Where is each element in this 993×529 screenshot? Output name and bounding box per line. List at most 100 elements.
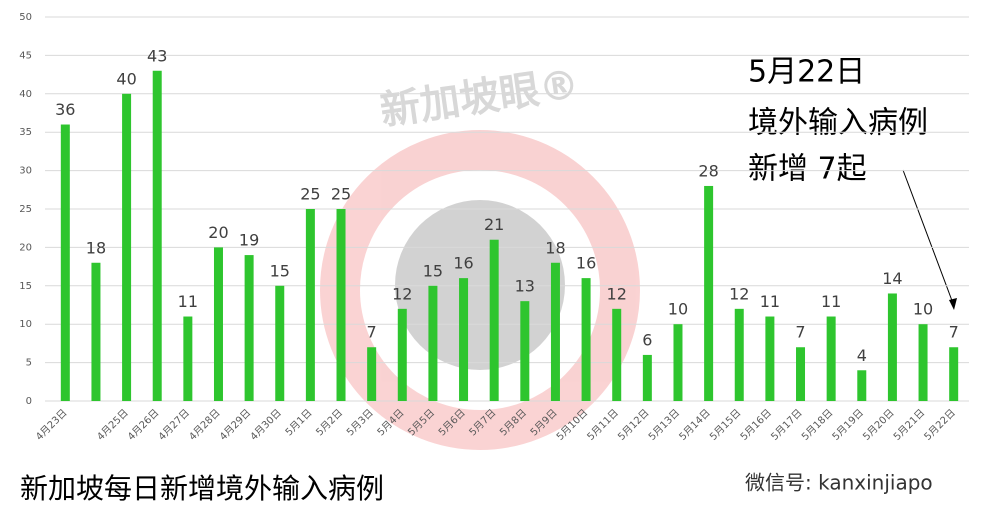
y-tick-label: 40	[19, 89, 32, 100]
value-label: 36	[55, 100, 75, 119]
bar	[459, 278, 469, 401]
watermark-logo	[320, 130, 640, 450]
value-label: 11	[760, 292, 780, 311]
value-label: 10	[913, 300, 933, 319]
value-label: 11	[178, 292, 198, 311]
y-tick-label: 30	[19, 166, 32, 177]
value-label: 16	[453, 254, 473, 273]
value-label: 12	[607, 284, 627, 303]
value-label: 19	[239, 231, 259, 250]
y-tick-label: 5	[26, 358, 32, 369]
y-tick-label: 25	[19, 204, 32, 215]
x-tick-label: 4月30日	[248, 407, 284, 443]
bar	[765, 316, 775, 401]
x-tick-label: 4月25日	[95, 407, 131, 443]
bar	[336, 209, 346, 401]
value-label: 18	[545, 238, 565, 257]
annotation: 5月22日	[748, 55, 865, 90]
value-label: 13	[515, 277, 535, 296]
y-tick-label: 0	[26, 396, 32, 407]
credit: 微信号: kanxinjiapo	[745, 471, 933, 495]
value-label: 6	[642, 330, 652, 349]
value-label: 43	[147, 46, 167, 65]
bar	[734, 308, 744, 401]
bar	[520, 301, 530, 401]
value-label: 12	[729, 284, 749, 303]
x-tick-label: 5月11日	[585, 407, 621, 443]
bar	[704, 185, 714, 401]
bar	[367, 347, 377, 401]
x-tick-label: 4月28日	[187, 407, 223, 443]
value-label: 15	[423, 261, 443, 280]
value-label: 4	[857, 346, 867, 365]
x-tick-label: 5月16日	[738, 407, 774, 443]
x-tick-label: 5月22日	[922, 407, 958, 443]
y-tick-label: 50	[19, 12, 32, 23]
x-tick-label: 5月19日	[830, 407, 866, 443]
bar	[152, 70, 162, 401]
value-label: 28	[698, 161, 718, 180]
bar	[857, 370, 867, 401]
y-tick-label: 45	[19, 50, 32, 61]
x-tick-label: 4月29日	[217, 407, 253, 443]
x-tick-label: 5月14日	[677, 407, 713, 443]
value-label: 16	[576, 254, 596, 273]
x-tick-label: 5月3日	[344, 407, 376, 439]
bar	[550, 262, 560, 401]
value-label: 25	[331, 185, 351, 204]
x-tick-label: 5月2日	[314, 407, 346, 439]
bar	[949, 347, 959, 401]
bar	[60, 124, 70, 402]
bar	[244, 255, 254, 401]
annotation: 新增 7起	[748, 152, 867, 187]
bar	[796, 347, 806, 401]
bar	[581, 278, 591, 401]
bar	[122, 93, 132, 402]
y-tick-label: 15	[19, 281, 32, 292]
bar	[642, 354, 652, 401]
bar	[275, 285, 285, 401]
x-tick-label: 4月23日	[33, 407, 69, 443]
value-label: 14	[882, 269, 902, 288]
value-label: 25	[300, 185, 320, 204]
y-tick-label: 20	[19, 242, 32, 253]
bar	[397, 308, 407, 401]
bar	[91, 262, 101, 401]
value-label: 10	[668, 300, 688, 319]
y-tick-label: 10	[19, 319, 32, 330]
x-tick-label: 5月1日	[283, 407, 315, 439]
y-tick-label: 35	[19, 127, 32, 138]
value-label: 7	[795, 323, 805, 342]
arrow-head	[949, 298, 957, 310]
value-label: 18	[86, 238, 106, 257]
value-label: 7	[949, 323, 959, 342]
x-tick-label: 5月21日	[891, 407, 927, 443]
bar	[887, 293, 897, 401]
x-tick-label: 4月27日	[156, 407, 192, 443]
value-label: 20	[208, 223, 228, 242]
x-tick-label: 5月20日	[861, 407, 897, 443]
bar	[612, 308, 622, 401]
bar	[489, 239, 499, 401]
value-label: 11	[821, 292, 841, 311]
x-tick-label: 5月17日	[769, 407, 805, 443]
watermark: 新加坡眼®	[377, 61, 581, 134]
bar	[183, 316, 193, 401]
value-label: 40	[116, 69, 136, 88]
bar	[213, 247, 223, 401]
x-tick-label: 5月15日	[707, 407, 743, 443]
chart-title: 新加坡每日新增境外输入病例	[20, 472, 384, 505]
value-label: 15	[270, 261, 290, 280]
x-tick-label: 5月13日	[646, 407, 682, 443]
bar	[673, 324, 683, 401]
bar	[305, 209, 315, 401]
value-label: 12	[392, 284, 412, 303]
value-label: 21	[484, 215, 504, 234]
x-tick-label: 4月26日	[125, 407, 161, 443]
value-label: 7	[367, 323, 377, 342]
annotation-arrow	[902, 169, 955, 307]
bar	[826, 316, 836, 401]
bar	[918, 324, 928, 401]
x-tick-label: 5月18日	[799, 407, 835, 443]
